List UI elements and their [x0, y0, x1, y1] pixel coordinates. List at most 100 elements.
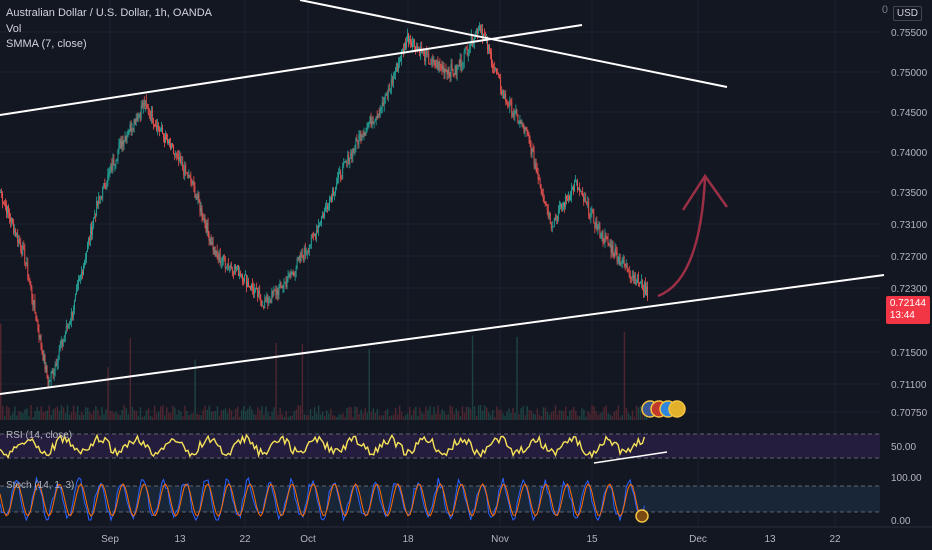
volume-legend[interactable]: Vol — [6, 23, 22, 35]
candle-body — [118, 143, 120, 150]
candle-body — [274, 290, 276, 292]
volume-bar — [425, 406, 427, 420]
volume-bar — [595, 411, 597, 420]
candle-body — [178, 154, 180, 161]
volume-bar — [504, 415, 506, 420]
candle-body — [92, 225, 93, 235]
volume-bar — [188, 415, 190, 420]
candle-body — [217, 255, 219, 259]
stoch-legend[interactable]: Stoch (14, 1, 3) — [6, 480, 75, 491]
candle-body — [98, 196, 100, 205]
volume-bar — [368, 348, 370, 420]
volume-bar — [153, 405, 156, 420]
candle-body — [616, 251, 618, 262]
candle-body — [170, 143, 171, 149]
volume-bar — [475, 415, 478, 420]
volume-bar — [234, 408, 237, 420]
volume-bar — [105, 409, 107, 420]
candle-body — [544, 200, 546, 204]
candle-body — [614, 248, 616, 257]
candle-body — [318, 225, 320, 226]
volume-bar — [603, 407, 605, 420]
candle-body — [69, 321, 71, 325]
volume-bar — [305, 415, 308, 420]
candle-body — [336, 183, 337, 188]
candle-body — [370, 116, 372, 127]
volume-bar — [54, 408, 57, 420]
symbol-title[interactable]: Australian Dollar / U.S. Dollar, 1h, OAN… — [6, 7, 213, 19]
trendlines[interactable] — [0, 0, 885, 418]
volume-bar — [552, 410, 555, 420]
candle-body — [523, 127, 525, 133]
candle-body — [556, 215, 558, 220]
candle-body — [163, 134, 164, 138]
candle-body — [172, 143, 173, 147]
candle-body — [298, 255, 300, 260]
volume-bar — [166, 407, 168, 420]
volume-bar — [145, 410, 148, 420]
smma-legend[interactable]: SMMA (7, close) — [6, 38, 87, 50]
candle-body — [90, 227, 91, 241]
rsi-legend[interactable]: RSI (14, close) — [6, 430, 73, 441]
price-axis[interactable]: 0.75500 0.75000 0.74500 0.74000 0.73500 0.731… — [891, 28, 928, 527]
candle-body — [415, 46, 416, 52]
volume-bar — [621, 415, 624, 420]
candle-body — [538, 178, 540, 180]
volume-bar — [186, 410, 188, 420]
candle-body — [451, 64, 453, 70]
pane-menu[interactable]: 0 — [881, 4, 888, 16]
price-tick-label: 0.72700 — [891, 252, 928, 263]
candle-body — [200, 208, 202, 212]
candle-body — [187, 173, 189, 179]
candle-body — [626, 263, 628, 271]
volume-bar — [388, 415, 391, 420]
candle-body — [613, 254, 615, 257]
volume-bar — [348, 406, 350, 420]
volume-bar — [479, 405, 482, 420]
volume-bar — [210, 411, 213, 420]
volume-bar — [230, 410, 233, 420]
candle-body — [168, 139, 169, 143]
candle-body — [267, 295, 269, 304]
candle-body — [637, 274, 639, 284]
candle-body — [571, 189, 572, 198]
volume-bar — [336, 416, 338, 420]
candle-body — [209, 239, 211, 241]
candle-body — [322, 214, 324, 217]
volume-bar — [99, 415, 101, 420]
volume-bar — [184, 405, 186, 420]
candle-body — [194, 186, 196, 198]
candle-body — [240, 275, 242, 277]
volume-bar — [42, 412, 44, 420]
currency-button[interactable]: USD — [892, 6, 922, 21]
candle-body — [513, 113, 515, 116]
candle-body — [411, 41, 412, 47]
volume-bar — [109, 410, 111, 420]
candle-body — [633, 275, 635, 279]
candle-body — [574, 181, 575, 192]
candle-body — [77, 281, 79, 285]
candle-body — [230, 265, 232, 269]
price-tick-label: 0.73100 — [891, 220, 928, 231]
candle-body — [223, 255, 225, 261]
candle-body — [107, 174, 109, 185]
volume-bar — [550, 412, 553, 420]
volume-bar — [340, 414, 342, 420]
volume-bar — [506, 411, 508, 420]
volume-bar — [530, 410, 532, 420]
time-axis[interactable]: Sep 13 22 Oct 18 Nov 15 Dec 13 22 — [0, 526, 932, 545]
candle-body — [530, 143, 532, 155]
rsi-pane — [0, 433, 880, 464]
candle-body — [175, 153, 176, 155]
candle-body — [32, 298, 34, 306]
candle-body — [19, 239, 21, 244]
candle-body — [379, 110, 381, 116]
candle-body — [354, 148, 356, 150]
candle-body — [420, 47, 421, 56]
candle-body — [389, 88, 391, 90]
candle-body — [113, 159, 115, 166]
candle-body — [527, 130, 529, 135]
candle-body — [563, 202, 565, 208]
candle-body — [162, 127, 163, 135]
